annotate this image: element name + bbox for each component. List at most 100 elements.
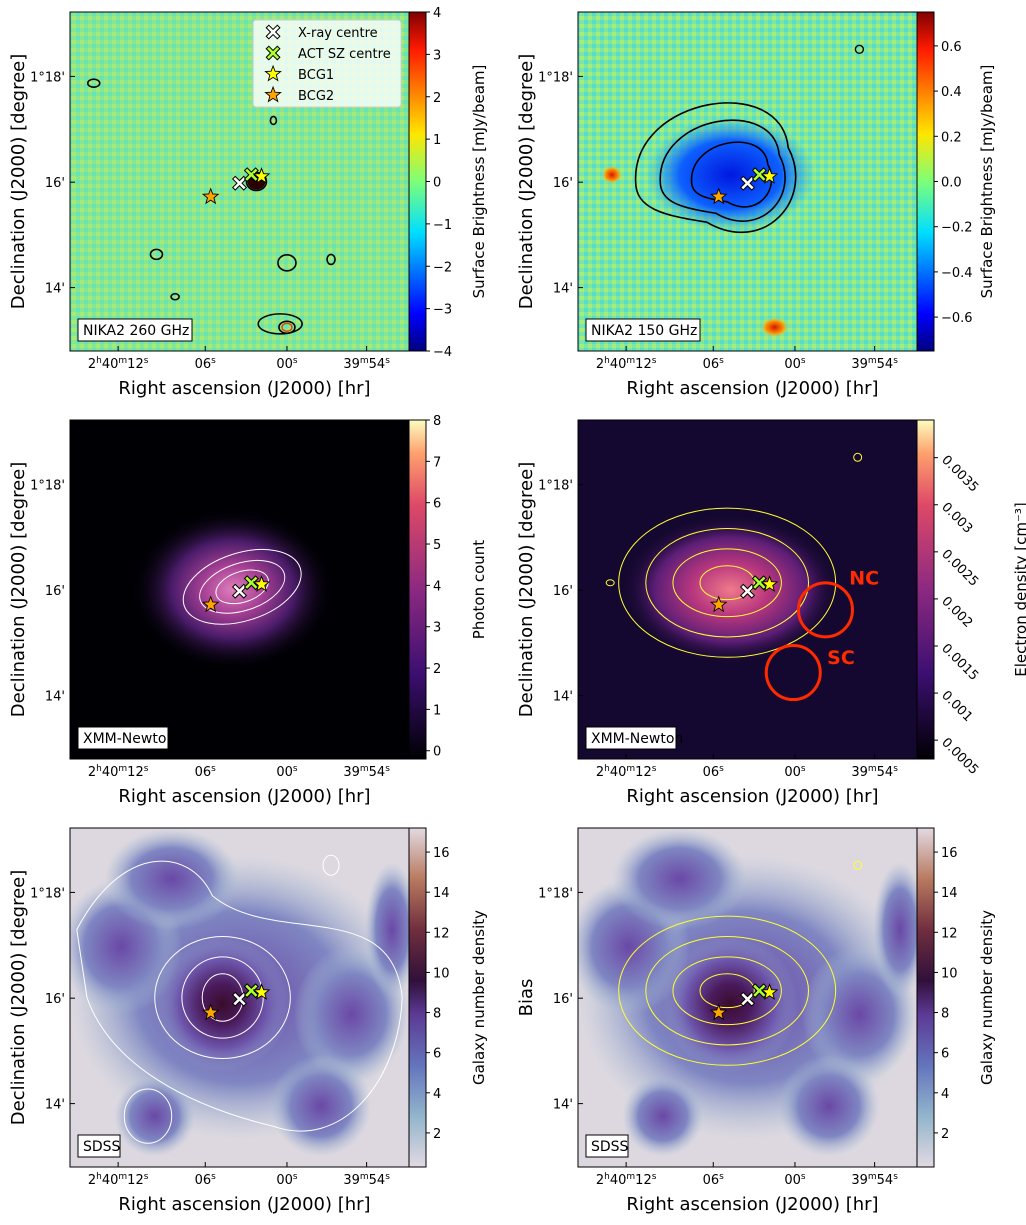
- y-tick-label: 1°18': [538, 478, 573, 493]
- x-axis-title: Right ascension (J2000) [hr]: [118, 786, 370, 807]
- colorbar-tick-label: −3: [433, 303, 452, 318]
- colorbar-tick-label: 16: [433, 846, 450, 861]
- contour-line: [672, 956, 782, 1026]
- x-tick-label: 00s: [784, 1172, 806, 1188]
- panel-label-text: NIKA2 150 GHz: [591, 323, 697, 339]
- x-tick-label: 2h40m12s: [596, 764, 657, 780]
- xray-centre-marker: [231, 991, 248, 1007]
- colorbar-tick-label: 14: [433, 886, 450, 901]
- y-tick-label: 1°18': [30, 70, 65, 85]
- legend-item: BCG2: [264, 85, 334, 104]
- panel-label-text: XMM-Newton: [591, 731, 683, 747]
- colorbar-tick-label: −4: [433, 345, 452, 360]
- panel-label-box: [585, 318, 701, 342]
- x-tick-label: 06s: [703, 356, 725, 372]
- panel-label: XMM-Newton: [77, 726, 175, 750]
- panel-4: 2h40m12s 06s 00s 39m54s 1°18' 16' 14' Right asc…: [516, 419, 1026, 807]
- panel-label: SDSS: [585, 1134, 629, 1158]
- y-tick-label: 16': [553, 992, 573, 1007]
- colorbar-tick-label: 0: [433, 745, 441, 760]
- legend-item: BCG1: [264, 64, 334, 83]
- sc-annotation: SC: [827, 647, 855, 669]
- x-tick-label: 39m54s: [851, 1172, 898, 1188]
- galaxy-overdensity: [611, 828, 748, 930]
- colorbar: [916, 827, 935, 1168]
- act-sz-centre-marker-shape: [751, 167, 767, 183]
- contour-line: [277, 254, 297, 272]
- xray-centre-marker-shape: [739, 583, 756, 599]
- hot-spot: [601, 165, 622, 184]
- contour-line: [634, 102, 797, 234]
- xray-centre-marker: [739, 583, 756, 599]
- legend-star-icon: [264, 85, 282, 103]
- colorbar-label: Surface Brightness [mJy/beam]: [470, 65, 488, 299]
- contour-line: [618, 507, 837, 658]
- colorbar-label: Galaxy number density: [978, 910, 996, 1085]
- galaxy-peak: [662, 936, 799, 1073]
- x-axis-title: Right ascension (J2000) [hr]: [118, 1194, 370, 1215]
- nc-annotation: NC: [849, 567, 879, 589]
- colorbar-tick-label: −1: [433, 218, 452, 233]
- x-tick-label: 06s: [195, 764, 217, 780]
- x-axis-title: Right ascension (J2000) [hr]: [626, 786, 878, 807]
- colorbar-tick-label: 4: [941, 1087, 949, 1102]
- image-area: [70, 420, 409, 759]
- colorbar-tick-label: 6: [433, 1047, 441, 1062]
- bcg1-marker: [252, 983, 271, 1000]
- y-tick-label: 16': [553, 584, 573, 599]
- colorbar-tick-label: 1: [433, 703, 441, 718]
- panel-label-box: [585, 726, 677, 750]
- panel-6: 2h40m12s 06s 00s 39m54s 1°18' 16' 14' Right asc…: [516, 827, 996, 1215]
- x-tick-label: 2h40m12s: [596, 1172, 657, 1188]
- xray-centre-marker-shape: [231, 175, 248, 191]
- legend-cross-icon: [265, 24, 281, 40]
- x-tick-label: 00s: [276, 356, 298, 372]
- bcg2-marker: [201, 595, 220, 613]
- image-area: [578, 12, 917, 351]
- xray-centre-marker-shape: [231, 991, 248, 1007]
- panel-label-box: [77, 726, 169, 750]
- act-sz-centre-marker-shape: [751, 983, 767, 999]
- y-tick-label: 14': [553, 1098, 573, 1113]
- colorbar-label: Photon count: [470, 540, 488, 640]
- colorbar-tick-label: 8: [433, 1007, 441, 1022]
- colorbar: [916, 11, 935, 352]
- galaxy-overdensity: [103, 828, 240, 930]
- bcg2-marker: [201, 187, 220, 205]
- colorbar-tick-label: 2: [433, 91, 441, 106]
- y-tick-label: 14': [45, 1098, 65, 1113]
- y-tick-label: 14': [45, 690, 65, 705]
- colorbar-tick-label: 5: [433, 538, 441, 553]
- panel-label: NIKA2 150 GHz: [585, 318, 701, 342]
- colorbar-tick-label: 0.0015: [938, 641, 981, 684]
- x-axis-title: Right ascension (J2000) [hr]: [626, 1194, 878, 1215]
- contour-line: [123, 1088, 173, 1144]
- contour-line: [269, 115, 278, 126]
- x-tick-label: 39m54s: [851, 764, 898, 780]
- y-tick-label: 1°18': [30, 478, 65, 493]
- galaxy-overdensity: [270, 1055, 372, 1157]
- colorbar-tick-label: 10: [941, 966, 958, 981]
- legend-cross-icon: [265, 45, 281, 61]
- x-tick-label: 39m54s: [343, 1172, 390, 1188]
- contour-line: [645, 935, 810, 1046]
- contour-line: [853, 860, 863, 870]
- xray-centre-marker-shape: [739, 175, 756, 191]
- x-tick-label: 06s: [195, 356, 217, 372]
- panel-label-text: XMM-Newton: [83, 731, 175, 747]
- colorbar-tick-label: 7: [433, 455, 441, 470]
- x-tick-label: 2h40m12s: [88, 1172, 149, 1188]
- contour-line: [215, 569, 269, 605]
- contour-line: [76, 860, 403, 1132]
- colorbar-tick-label: 3: [433, 48, 441, 63]
- act-sz-centre-marker: [751, 167, 767, 183]
- colorbar-tick-label: 14: [941, 886, 958, 901]
- x-tick-label: 00s: [784, 356, 806, 372]
- y-tick-label: 1°18': [538, 70, 573, 85]
- bcg2-marker: [201, 1003, 220, 1021]
- galaxy-overdensity: [114, 1075, 196, 1157]
- colorbar-tick-label: 12: [941, 926, 958, 941]
- x-tick-label: 00s: [276, 764, 298, 780]
- galaxy-overdensity: [778, 1055, 880, 1157]
- bcg2-marker: [709, 1003, 728, 1021]
